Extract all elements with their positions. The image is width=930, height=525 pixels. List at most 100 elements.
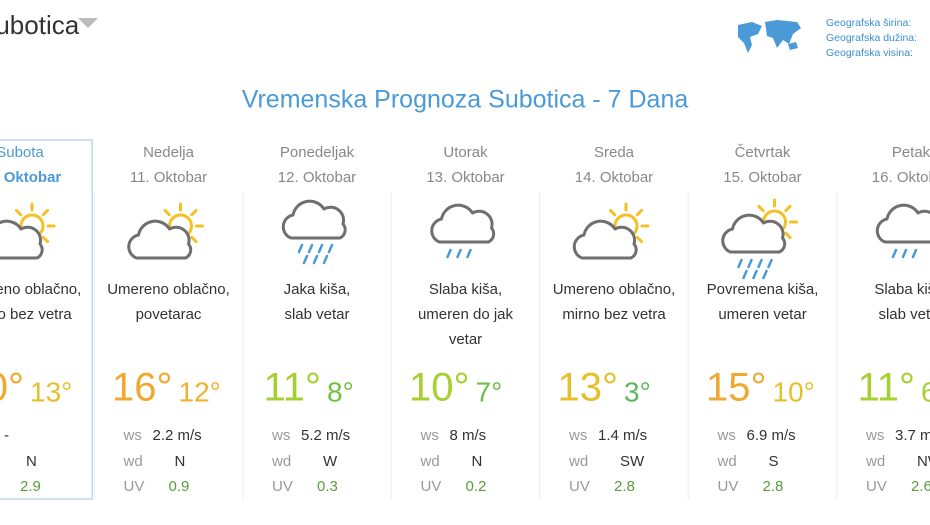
weather-description: Umereno oblačno, (107, 281, 230, 298)
min-temp: 8° (327, 376, 354, 407)
weather-description: Slaba kiša, (874, 281, 930, 298)
rain-drop (752, 269, 758, 280)
sun-ray (190, 208, 198, 217)
selected-day-box (0, 139, 93, 500)
rain-drop (742, 269, 748, 280)
weather-description: mirno bez vetra (562, 306, 666, 323)
wind-speed: 2.2 m/s (153, 427, 202, 444)
wind-direction: W (323, 453, 338, 470)
day-date: 13. Oktobar (426, 169, 504, 186)
cloud (572, 219, 638, 260)
rain-drop (466, 248, 472, 259)
rain-drop (737, 258, 743, 269)
day-name: Nedelja (143, 144, 195, 161)
day-name: Sreda (594, 144, 635, 161)
rain-drop (891, 248, 898, 259)
uv-label: UV (866, 478, 887, 495)
sun-ray (784, 231, 792, 240)
ws-label: ws (271, 427, 290, 444)
weather-description: umeren vetar (718, 306, 806, 323)
wd-label: wd (865, 453, 885, 470)
day-date: 15. Oktobar (723, 169, 801, 186)
cloud (430, 203, 496, 244)
cloud (721, 213, 787, 254)
weather-icon (572, 202, 650, 260)
day-date: 16. Oktobar (872, 169, 930, 186)
max-temp: 15° (706, 366, 767, 410)
rain-drop (762, 269, 768, 280)
weather-description: mirno bez vetra (0, 306, 72, 323)
weather-description: slab vetar (878, 306, 930, 323)
cloud (0, 219, 44, 260)
geo-label: Geografska visina: (826, 47, 913, 59)
max-temp: 16° (112, 366, 173, 410)
min-temp: 3° (624, 376, 651, 407)
min-temp: 10° (773, 376, 815, 407)
weather-icon (721, 198, 798, 280)
sun-ray (41, 235, 50, 244)
wind-speed: 1.4 m/s (598, 427, 647, 444)
weather-description: Povremena kiša, (707, 281, 819, 298)
wind-direction: S (769, 453, 779, 470)
sun-ray (635, 208, 644, 217)
sun-ray (757, 204, 765, 213)
weather-description: Umereno oblačno, (0, 281, 81, 298)
weather-description: Jaka kiša, (284, 281, 351, 298)
sun-ray (41, 208, 50, 217)
wd-label: wd (271, 453, 291, 470)
uv-label: UV (569, 478, 590, 495)
sun-ray (14, 208, 23, 217)
day-column: Utorak 13. Oktobar Slaba kiša, umeren do ja… (390, 144, 514, 500)
rain-drop (456, 248, 462, 259)
min-temp: 6° (921, 376, 930, 407)
weather-icon (430, 203, 496, 259)
rain-drop (901, 248, 908, 259)
day-name: Subota (0, 144, 44, 161)
day-column: Sreda 14. Oktobar Umereno oblačno, mirno be… (539, 144, 675, 500)
sun-ray (163, 208, 171, 217)
weather-description: Slaba kiša, (429, 281, 502, 298)
location[interactable]: Subotica (0, 10, 80, 40)
ws-label: ws (717, 427, 736, 444)
uv-label: UV (421, 478, 442, 495)
rain-drop (747, 258, 753, 269)
cloud (127, 219, 193, 260)
rain-drop (446, 248, 452, 259)
sun-ray (190, 235, 198, 244)
max-temp: 11° (263, 366, 321, 410)
uv-label: UV (124, 478, 145, 495)
weather-description: umeren do jak (418, 306, 514, 323)
rain-drop (767, 258, 773, 269)
uv-label: UV (272, 478, 293, 495)
day-column: Petak 16. Oktobar Slaba kiša, slab vetar 11°… (836, 144, 930, 500)
weather-description: povetarac (136, 306, 202, 323)
weather-icon (875, 203, 930, 259)
wind-speed: 8 m/s (450, 427, 487, 444)
uv-index: 2.8 (614, 478, 635, 495)
ws-label: ws (865, 427, 884, 444)
wd-label: wd (568, 453, 588, 470)
uv-index: 0.2 (466, 478, 487, 495)
ws-label: ws (568, 427, 587, 444)
rain-drop (302, 254, 309, 265)
uv-index: 0.3 (317, 478, 338, 495)
wind-direction: SW (620, 453, 645, 470)
day-name: Utorak (443, 144, 488, 161)
day-column: Nedelja 11. Oktobar Umereno oblačno, poveta… (93, 144, 230, 500)
wind-direction: N (472, 453, 483, 470)
page-title: Vremenska Prognoza Subotica - 7 Dana (242, 86, 689, 114)
geo-label: Geografska širina: (826, 17, 911, 29)
ws-label: ws (420, 427, 439, 444)
wd-label: wd (717, 453, 737, 470)
rain-drop (327, 243, 334, 254)
day-date: 14. Oktobar (575, 169, 653, 186)
dropdown-arrow[interactable] (78, 18, 98, 28)
weather-icon (281, 199, 347, 265)
cloud (875, 203, 930, 244)
rain-drop (312, 254, 319, 265)
weather-description: vetar (449, 331, 482, 348)
sun-ray (608, 208, 617, 217)
wind-speed: - (4, 427, 9, 444)
day-column: Ponedeljak 12. Oktobar Jaka kiša, slab veta… (242, 144, 356, 500)
rain-drop (757, 258, 763, 269)
